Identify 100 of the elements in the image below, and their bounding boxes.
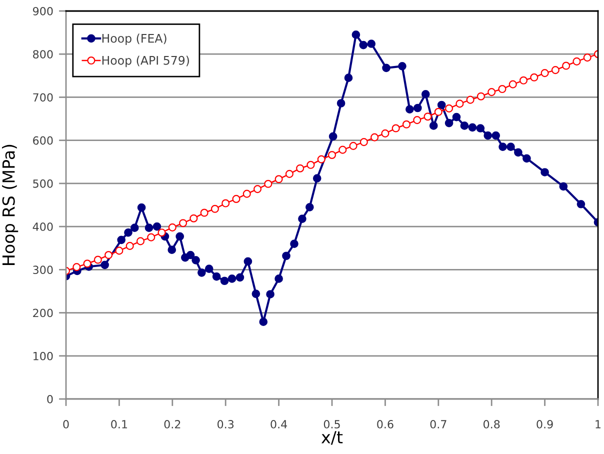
point — [104, 250, 113, 260]
x-tick-label: 0.1 — [111, 420, 128, 428]
point — [452, 112, 461, 122]
point — [492, 131, 500, 140]
point — [124, 228, 132, 237]
point — [498, 85, 506, 94]
point — [413, 116, 422, 124]
point — [306, 160, 315, 169]
point — [244, 257, 252, 266]
point — [298, 214, 306, 223]
legend-label: Hoop (API 579) — [102, 56, 189, 68]
point — [413, 104, 422, 112]
point — [192, 256, 200, 264]
x-tick-label: 0.6 — [377, 420, 394, 428]
point — [398, 62, 406, 70]
y-tick-label: 100 — [34, 352, 53, 360]
point — [530, 73, 538, 82]
point — [266, 290, 274, 298]
point — [437, 100, 446, 110]
point — [147, 233, 156, 242]
x-tick-label: 0 — [63, 420, 69, 428]
point — [236, 273, 244, 282]
x-tick-label: 0.4 — [270, 420, 288, 428]
y-axis-title: Hoop RS (MPa) — [2, 144, 18, 265]
point — [559, 182, 568, 191]
y-tick-label: 500 — [33, 179, 53, 188]
point — [370, 133, 379, 142]
x-tick-label: 0.5 — [324, 420, 340, 428]
point — [210, 204, 219, 213]
point — [94, 256, 102, 264]
x-tick-label: 0.8 — [484, 420, 500, 428]
point — [274, 175, 283, 184]
point — [158, 228, 166, 237]
point — [200, 208, 208, 217]
point — [117, 236, 126, 244]
point — [126, 242, 134, 250]
point — [381, 129, 390, 138]
point — [305, 202, 314, 212]
point — [312, 174, 322, 182]
legend-label: Hoop (FEA) — [102, 34, 166, 46]
point — [253, 185, 262, 194]
point — [259, 318, 268, 326]
point — [476, 92, 485, 100]
point — [466, 96, 474, 104]
point — [352, 30, 360, 39]
point — [338, 146, 347, 154]
point — [296, 164, 304, 172]
point — [349, 142, 358, 150]
point — [222, 199, 230, 208]
y-tick-label: 600 — [33, 136, 53, 145]
point — [572, 57, 581, 66]
x-tick-label: 0.9 — [536, 420, 553, 428]
point — [476, 124, 485, 132]
point — [344, 74, 353, 82]
point — [186, 250, 195, 260]
point — [137, 203, 146, 212]
point — [336, 99, 346, 108]
point — [232, 194, 240, 203]
point — [197, 268, 206, 277]
point — [445, 104, 454, 112]
point — [204, 264, 214, 273]
point — [456, 100, 464, 108]
x-tick-label: 0.2 — [164, 420, 180, 428]
point — [360, 138, 368, 146]
point — [522, 154, 531, 163]
y-tick-label: 700 — [33, 93, 53, 102]
y-tick-label: 400 — [32, 222, 53, 231]
point — [519, 76, 528, 84]
point — [282, 252, 290, 260]
point — [406, 105, 414, 114]
point — [317, 155, 326, 164]
point — [508, 80, 517, 88]
point — [576, 200, 586, 208]
point — [583, 54, 592, 62]
x-axis-title: x/t — [321, 431, 343, 445]
point — [328, 132, 338, 141]
point — [179, 219, 188, 228]
y-tick-label: 300 — [33, 266, 53, 274]
point — [228, 274, 236, 283]
point — [402, 120, 411, 128]
point — [424, 112, 432, 121]
point — [382, 64, 390, 72]
point — [484, 131, 492, 140]
point — [488, 88, 496, 96]
point — [83, 260, 92, 268]
point — [468, 123, 477, 132]
point — [429, 122, 438, 130]
point — [242, 190, 251, 198]
y-tick-label: 200 — [33, 308, 53, 318]
point — [551, 66, 560, 74]
point — [264, 180, 272, 188]
point — [285, 170, 294, 178]
point — [359, 40, 368, 50]
point — [498, 142, 507, 151]
point — [176, 232, 184, 241]
point — [136, 237, 145, 246]
x-tick-label: 0.3 — [218, 420, 234, 428]
point — [130, 224, 139, 232]
point — [328, 150, 336, 160]
x-tick-label: 1 — [596, 420, 601, 428]
